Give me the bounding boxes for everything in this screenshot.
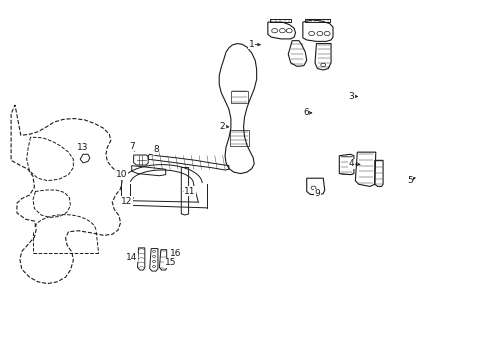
Text: 16: 16 [169, 249, 181, 258]
Text: 4: 4 [348, 159, 354, 168]
Text: 12: 12 [121, 197, 132, 206]
Text: 6: 6 [302, 108, 308, 117]
Text: 5: 5 [406, 176, 412, 185]
Text: 9: 9 [314, 189, 320, 198]
Text: 7: 7 [128, 141, 134, 150]
Text: 2: 2 [220, 122, 225, 131]
Text: 3: 3 [348, 91, 354, 100]
Text: 13: 13 [77, 143, 89, 152]
Text: 15: 15 [164, 258, 176, 267]
Text: 10: 10 [116, 170, 127, 179]
Text: 11: 11 [184, 187, 195, 196]
Text: 1: 1 [248, 40, 254, 49]
Text: 8: 8 [153, 145, 159, 154]
Text: 14: 14 [126, 253, 137, 262]
